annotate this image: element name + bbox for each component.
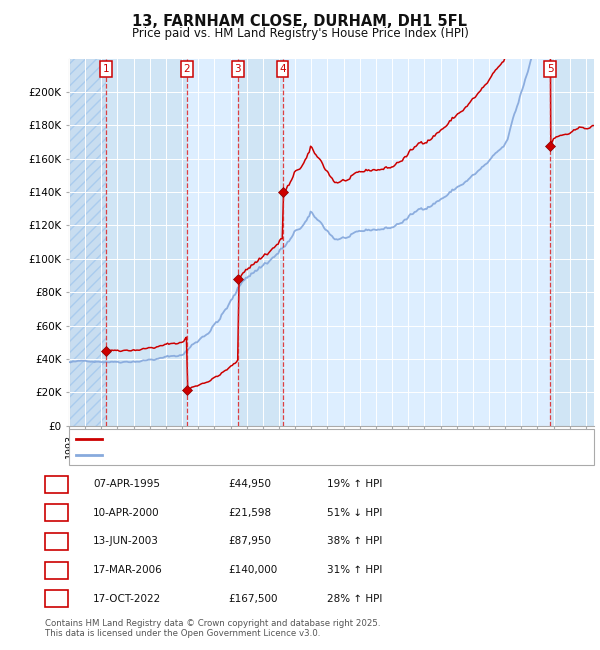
- Bar: [283, 58, 550, 426]
- Bar: [69, 58, 106, 426]
- Bar: [238, 58, 283, 426]
- Text: 13, FARNHAM CLOSE, DURHAM, DH1 5FL: 13, FARNHAM CLOSE, DURHAM, DH1 5FL: [133, 14, 467, 29]
- Text: 2: 2: [183, 64, 190, 74]
- Text: 19% ↑ HPI: 19% ↑ HPI: [327, 479, 382, 489]
- Bar: [187, 58, 238, 426]
- Bar: [106, 58, 187, 426]
- Text: £87,950: £87,950: [228, 536, 271, 547]
- Text: 17-OCT-2022: 17-OCT-2022: [93, 593, 161, 604]
- Bar: [69, 58, 106, 426]
- Text: £140,000: £140,000: [228, 565, 277, 575]
- Text: Contains HM Land Registry data © Crown copyright and database right 2025.
This d: Contains HM Land Registry data © Crown c…: [45, 619, 380, 638]
- Text: 5: 5: [53, 593, 60, 604]
- Text: 51% ↓ HPI: 51% ↓ HPI: [327, 508, 382, 518]
- Text: £21,598: £21,598: [228, 508, 271, 518]
- Text: £44,950: £44,950: [228, 479, 271, 489]
- Text: 31% ↑ HPI: 31% ↑ HPI: [327, 565, 382, 575]
- Bar: [550, 58, 594, 426]
- Text: 10-APR-2000: 10-APR-2000: [93, 508, 160, 518]
- Text: 1: 1: [103, 64, 109, 74]
- Text: 4: 4: [53, 565, 60, 575]
- Text: 3: 3: [53, 536, 60, 547]
- Text: 2: 2: [53, 508, 60, 518]
- Text: 3: 3: [235, 64, 241, 74]
- Text: 17-MAR-2006: 17-MAR-2006: [93, 565, 163, 575]
- Text: 5: 5: [547, 64, 554, 74]
- Text: 28% ↑ HPI: 28% ↑ HPI: [327, 593, 382, 604]
- Text: 1: 1: [53, 479, 60, 489]
- Text: Price paid vs. HM Land Registry's House Price Index (HPI): Price paid vs. HM Land Registry's House …: [131, 27, 469, 40]
- Text: HPI: Average price, semi-detached house, County Durham: HPI: Average price, semi-detached house,…: [107, 450, 392, 460]
- Text: 4: 4: [279, 64, 286, 74]
- Text: £167,500: £167,500: [228, 593, 277, 604]
- Text: 13, FARNHAM CLOSE, DURHAM, DH1 5FL (semi-detached house): 13, FARNHAM CLOSE, DURHAM, DH1 5FL (semi…: [107, 434, 422, 444]
- Text: 07-APR-1995: 07-APR-1995: [93, 479, 160, 489]
- Text: 13-JUN-2003: 13-JUN-2003: [93, 536, 159, 547]
- Text: 38% ↑ HPI: 38% ↑ HPI: [327, 536, 382, 547]
